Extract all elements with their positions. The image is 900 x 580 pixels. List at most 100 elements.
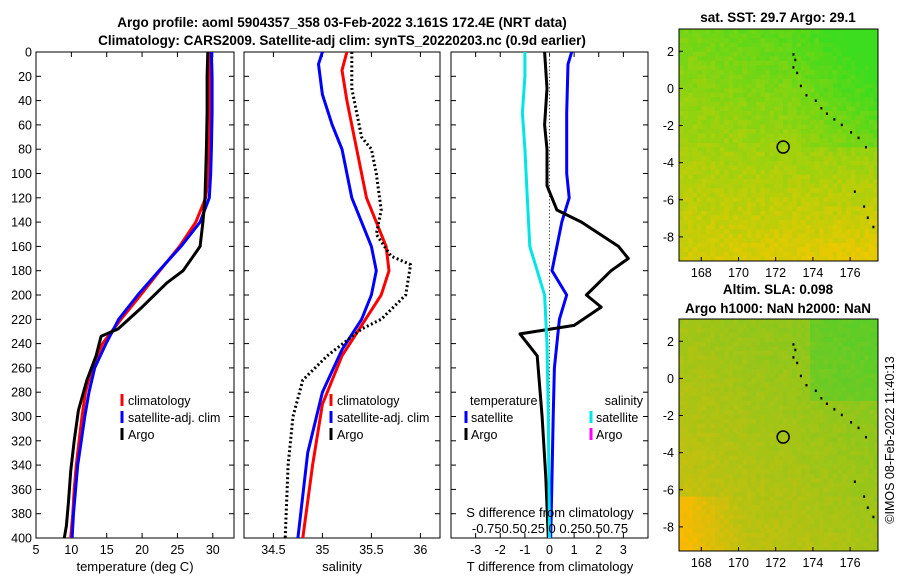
heatmap-cell [792,247,797,253]
heatmap-cell [823,510,829,516]
heatmap-cell [724,523,730,529]
heatmap-cell [751,38,757,44]
heatmap-cell [868,505,874,511]
heatmap-cell [715,414,721,420]
heatmap-cell [724,92,730,98]
heatmap-cell [697,537,703,543]
heatmap-cell [733,487,739,493]
heatmap-cell [697,256,703,261]
heatmap-cell [710,532,716,538]
heatmap-cell [728,364,734,370]
heatmap-cell [733,432,739,438]
heatmap-cell [719,460,725,465]
heatmap-cell [868,201,874,207]
heatmap-cell [778,165,784,171]
heatmap-cell [783,469,788,475]
heatmap-cell [792,238,797,244]
heatmap-cell [764,156,770,162]
heatmap-cell [832,341,838,347]
heatmap-cell [864,101,870,107]
heatmap-cell [868,460,874,465]
heatmap-cell [719,97,725,103]
heatmap-cell [701,201,707,207]
heatmap-cell [873,215,878,221]
heatmap-cell [742,256,748,261]
heatmap-cell [746,446,752,452]
heatmap-cell [679,101,684,107]
heatmap-cell [688,400,693,406]
heatmap-cell [697,92,703,98]
heatmap-cell [783,33,788,39]
heatmap-cell [823,328,829,334]
heatmap-cell [701,56,707,62]
heatmap-cell [841,469,847,475]
heatmap-cell [823,446,829,452]
heatmap-cell [850,129,856,135]
heatmap-cell [796,183,802,189]
heatmap-cell [697,519,703,525]
heatmap-cell [846,88,852,94]
heatmap-cell [801,319,807,324]
heatmap-cell [828,256,834,261]
heatmap-cell [778,79,784,84]
heatmap-cell [873,138,878,144]
heatmap-cell [823,101,829,107]
heatmap-cell [832,83,838,89]
heatmap-cell [769,129,775,135]
heatmap-cell [737,56,743,62]
heatmap-cell [868,138,874,144]
heatmap-cell [692,323,698,329]
heatmap-cell [819,460,825,465]
heatmap-cell [868,242,874,248]
heatmap-cell [692,224,698,230]
heatmap-cell [755,124,761,130]
heatmap-cell [719,432,725,438]
heatmap-cell [679,160,684,166]
heatmap-cell [769,500,775,506]
heatmap-cell [728,138,734,144]
heatmap-cell [760,478,766,484]
heatmap-cell [683,233,689,239]
heatmap-cell [728,247,734,253]
heatmap-cell [796,396,802,402]
heatmap-cell [778,215,784,221]
heatmap-cell [805,382,811,388]
heatmap-cell [778,473,784,479]
heatmap-cell [733,446,739,452]
heatmap-cell [787,446,793,452]
heatmap-cell [764,341,770,347]
heatmap-cell [706,201,712,207]
heatmap-cell [719,469,725,475]
heatmap-cell [755,160,761,166]
heatmap-cell [715,505,721,511]
heatmap-cell [832,33,838,39]
heatmap-cell [769,378,775,384]
heatmap-cell [742,188,748,194]
heatmap-cell [801,129,807,135]
heatmap-cell [733,242,739,248]
heatmap-cell [796,450,802,456]
heatmap-cell [760,238,766,244]
heatmap-cell [850,101,856,107]
heatmap-cell [706,192,712,198]
salinity-legend: climatology satellite-adj. clim Argo [329,394,429,442]
heatmap-cell [819,92,825,98]
heatmap-cell [850,346,856,352]
heatmap-cell [692,56,698,62]
heatmap-cell [850,215,856,221]
heatmap-cell [697,496,703,502]
heatmap-cell [751,423,757,429]
heatmap-cell [719,29,725,34]
heatmap-cell [715,369,721,374]
heatmap-cell [742,215,748,221]
heatmap-cell [728,496,734,502]
heatmap-cell [719,51,725,57]
heatmap-cell [805,129,811,135]
heatmap-cell [755,156,761,162]
heatmap-cell [724,409,730,415]
heatmap-cell [796,238,802,244]
heatmap-cell [697,79,703,84]
heatmap-cell [801,138,807,144]
heatmap-cell [873,79,878,84]
heatmap-cell [742,179,748,185]
